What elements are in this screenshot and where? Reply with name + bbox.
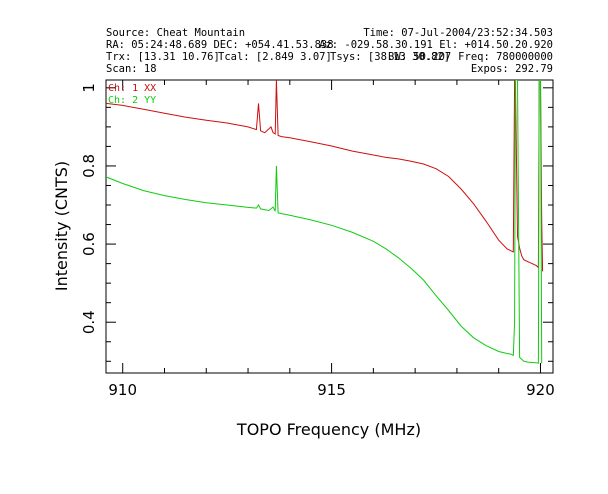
series-line-1: [106, 80, 544, 272]
header-freq: Freq: 780000000: [458, 51, 553, 63]
header-expos: Expos: 292.79: [471, 63, 553, 75]
y-axis-label: Intensity (CNTS): [52, 161, 71, 291]
header-scan: Scan: 18: [106, 63, 157, 75]
x-tick-label: 915: [317, 381, 346, 399]
y-tick-label: 1: [80, 83, 98, 93]
header-source: Source: Cheat Mountain: [106, 27, 245, 39]
axis-ticks: 910 915 920 0.4 0.6 0.8 1: [80, 80, 555, 399]
header-az-el: Az: -029.58.30.191 El: +014.50.20.920: [319, 39, 553, 51]
plot-frame: [105, 79, 554, 374]
x-tick-label: 910: [108, 381, 137, 399]
legend-entry-2: Ch: 2 YY: [108, 95, 156, 106]
x-axis-label: TOPO Frequency (MHz): [236, 420, 421, 439]
header-info: Source: Cheat Mountain Time: 07-Jul-2004…: [106, 27, 553, 75]
y-tick-label: 0.4: [80, 310, 98, 334]
series-line-2: [106, 80, 543, 364]
x-tick-label: 920: [526, 381, 555, 399]
header-ra-dec: RA: 05:24:48.689 DEC: +054.41.53.838: [106, 39, 334, 51]
header-trx: Trx: [13.31 10.76]: [106, 51, 220, 63]
legend-entry-1: Ch: 1 XX: [108, 83, 156, 94]
series-layer: [106, 80, 544, 364]
header-bw: BW: 50.207: [388, 51, 451, 63]
header-tcal: Tcal: [2.849 3.07]: [218, 51, 332, 63]
header-tsys: Tsys: [38.13 30.82]: [330, 51, 450, 63]
y-tick-label: 0.6: [80, 232, 98, 256]
header-time: Time: 07-Jul-2004/23:52:34.503: [363, 27, 553, 39]
y-tick-label: 0.8: [80, 154, 98, 178]
